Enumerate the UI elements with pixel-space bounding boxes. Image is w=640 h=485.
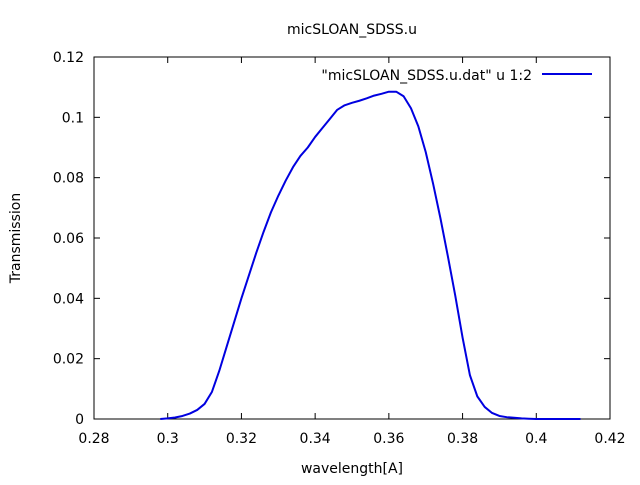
axis-ticks — [93, 56, 611, 420]
x-tick-label: 0.42 — [594, 431, 625, 447]
y-axis-label: Transmission — [8, 193, 24, 284]
chart-title: micSLOAN_SDSS.u — [287, 22, 417, 38]
y-tick-label: 0.1 — [62, 110, 84, 126]
x-tick-label: 0.32 — [226, 431, 257, 447]
y-tick-label: 0 — [75, 412, 84, 428]
series-group — [160, 90, 581, 420]
x-tick-label: 0.36 — [373, 431, 404, 447]
y-tick-label: 0.08 — [53, 171, 84, 187]
x-tick-labels: 0.28 0.3 0.32 0.34 0.36 0.38 0.4 0.42 — [78, 431, 625, 447]
series-line-0 — [160, 90, 581, 420]
legend: "micSLOAN_SDSS.u.dat" u 1:2 — [321, 68, 592, 84]
x-tick-label: 0.28 — [78, 431, 109, 447]
plot-frame — [93, 56, 611, 420]
y-tick-label: 0.12 — [53, 50, 84, 66]
plot-border — [93, 56, 611, 420]
x-tick-label: 0.34 — [300, 431, 331, 447]
y-tick-label: 0.02 — [53, 352, 84, 368]
x-tick-label: 0.3 — [157, 431, 179, 447]
y-tick-label: 0.04 — [53, 291, 84, 307]
y-tick-label: 0.06 — [53, 231, 84, 247]
x-axis-label: wavelength[A] — [301, 461, 403, 477]
y-tick-labels: 0 0.02 0.04 0.06 0.08 0.1 0.12 — [53, 50, 84, 428]
x-tick-label: 0.38 — [447, 431, 478, 447]
x-tick-label: 0.4 — [525, 431, 547, 447]
legend-label: "micSLOAN_SDSS.u.dat" u 1:2 — [321, 68, 532, 84]
